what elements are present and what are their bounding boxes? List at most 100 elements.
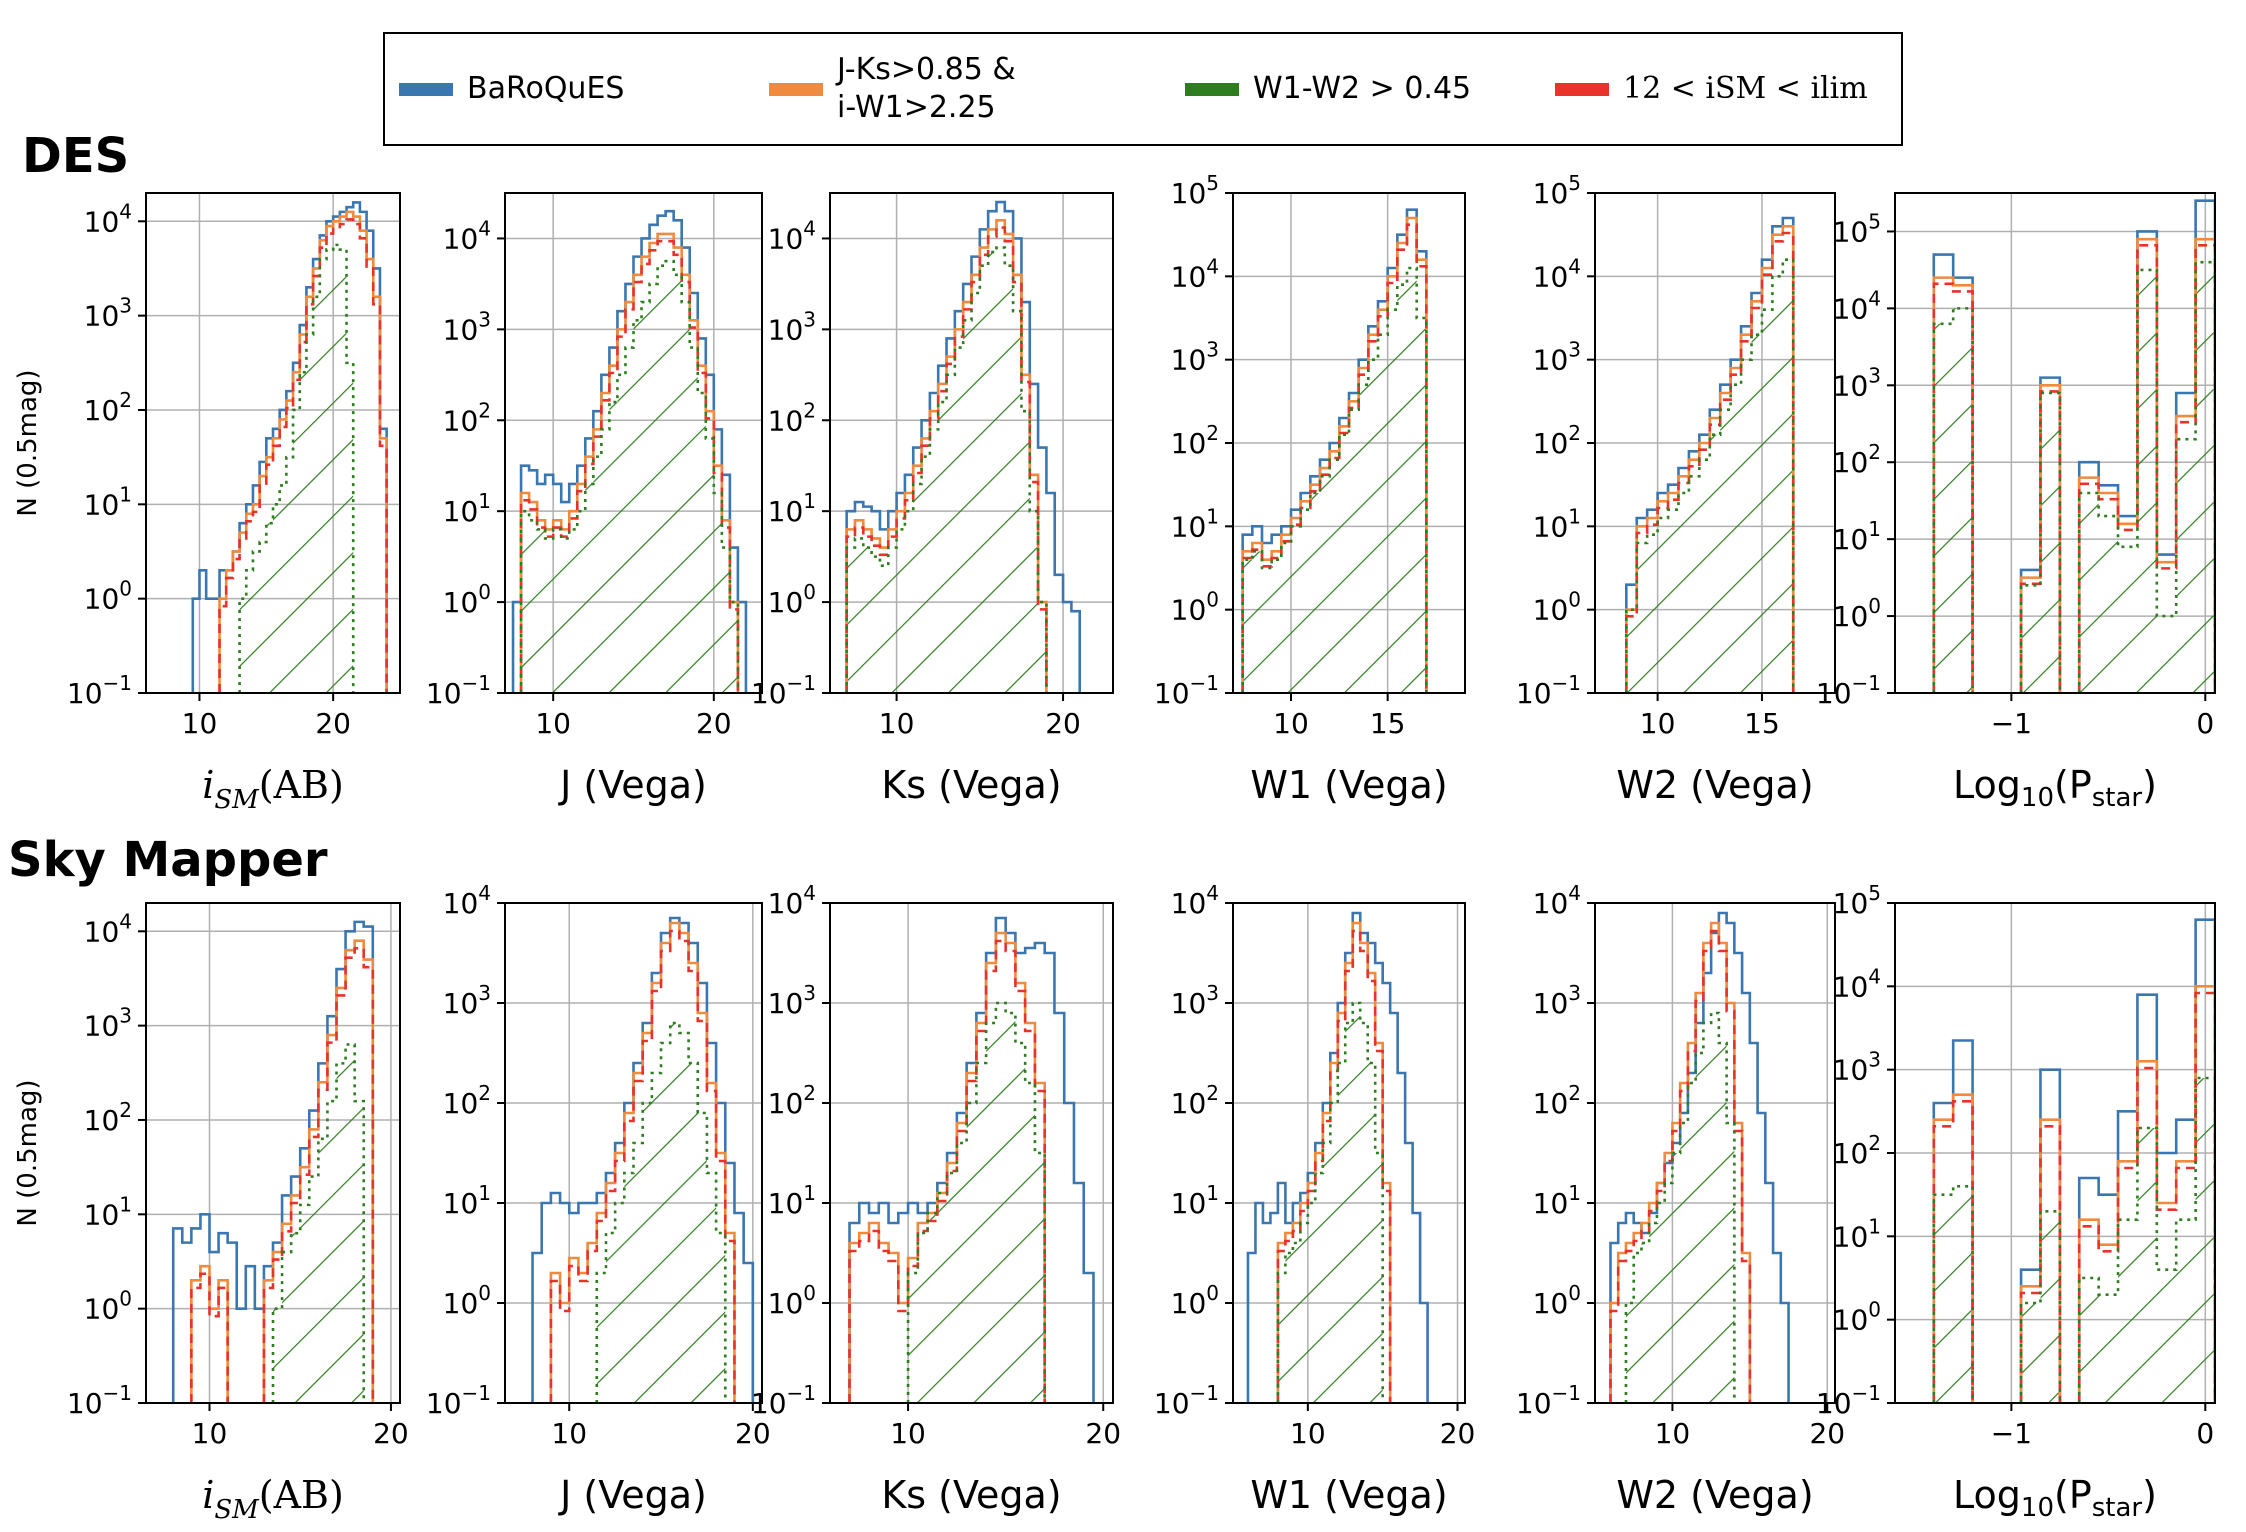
y-tick-label: 103 [443, 307, 491, 346]
x-axis-label: iSM(AB) [202, 763, 344, 815]
row-title-skymapper: Sky Mapper [8, 832, 328, 888]
y-tick-exponent: −1 [1552, 671, 1581, 695]
w1w2-step-line [595, 1021, 727, 1403]
y-tick-exponent: 1 [1568, 1181, 1581, 1205]
y-tick-exponent: 5 [1206, 171, 1219, 195]
y-tick-label: 105 [1833, 209, 1881, 248]
axes-frame [504, 192, 763, 694]
y-tick-label: 100 [443, 1281, 491, 1320]
ism-step-line [1932, 244, 2215, 693]
ism-step-line [1241, 223, 1428, 693]
y-tick-exponent: 1 [803, 1181, 816, 1205]
x-tick-label: 15 [1370, 707, 1406, 740]
w1w2-hatch-fill [273, 1044, 364, 1403]
y-tick-exponent: 4 [478, 216, 491, 240]
y-tick-label: 102 [84, 388, 132, 427]
plot-area [848, 916, 1095, 1403]
baroques-step-line [845, 200, 1082, 693]
y-tick-exponent: 0 [803, 1281, 816, 1305]
x-axis-label: W1 (Vega) [1250, 1473, 1447, 1517]
plot-area [1609, 911, 1790, 1403]
y-tick-exponent: 0 [1568, 588, 1581, 612]
y-tick-label: 10−1 [1816, 671, 1881, 710]
y-tick-exponent: −1 [462, 671, 491, 695]
y-tick-label: 100 [1533, 1281, 1581, 1320]
y-tick-exponent: 4 [1568, 254, 1581, 278]
legend: BaRoQuES J-Ks>0.85 & i-W1>2.25 W1-W2 > 0… [383, 32, 1903, 146]
y-tick-exponent: 1 [803, 489, 816, 513]
axes-frame [829, 902, 1114, 1404]
y-tick-label: 102 [768, 398, 816, 437]
y-tick-exponent: 4 [119, 199, 132, 223]
x-axis-label-paren: (P [2054, 1473, 2092, 1517]
y-tick-exponent: 1 [1868, 1214, 1881, 1238]
x-tick-label: −1 [1991, 707, 2032, 740]
legend-swatch-w1w2 [1185, 82, 1239, 96]
x-axis-label-close: ) [2142, 763, 2157, 807]
y-tick-exponent: 3 [1868, 363, 1881, 387]
x-tick-label: 20 [1045, 707, 1081, 740]
w1w2-hatch-fill [1626, 259, 1794, 693]
x-axis-label-base: 10 [2021, 783, 2054, 813]
y-tick-exponent: −1 [787, 671, 816, 695]
y-tick-exponent: −1 [1190, 1381, 1219, 1405]
x-axis-label: Log10(Pstar) [1953, 763, 2157, 813]
x-tick-label: 10 [1655, 1417, 1691, 1450]
y-tick-exponent: 1 [478, 489, 491, 513]
y-tick-label: 102 [1833, 440, 1881, 479]
w1w2-hatch-fill [1933, 262, 2215, 693]
x-axis-label: W2 (Vega) [1616, 763, 1813, 807]
x-axis-label-log: Log [1953, 763, 2021, 807]
plot-area [1932, 918, 2215, 1403]
y-tick-label: 100 [84, 577, 132, 616]
y-tick-exponent: 5 [1868, 209, 1881, 233]
x-tick-label: 20 [315, 707, 351, 740]
y-tick-exponent: 1 [1206, 504, 1219, 528]
jks-step-line [1276, 921, 1392, 1403]
y-tick-exponent: 2 [1568, 421, 1581, 445]
y-tick-label: 101 [1533, 1181, 1581, 1220]
y-tick-exponent: −1 [1852, 1381, 1881, 1405]
x-tick-label: 10 [551, 1417, 587, 1450]
x-tick-label: 0 [2196, 1417, 2214, 1450]
w1w2-step-line [1932, 1076, 2215, 1403]
y-tick-label: 101 [1171, 1181, 1219, 1220]
y-tick-label: 103 [1833, 363, 1881, 402]
y-tick-label: 10−1 [751, 671, 816, 710]
y-tick-label: 103 [84, 294, 132, 333]
y-tick-label: 101 [1833, 1214, 1881, 1253]
plot-area [171, 920, 375, 1403]
y-tick-exponent: −1 [103, 1381, 132, 1405]
y-tick-exponent: 2 [1206, 1081, 1219, 1105]
y-tick-label: 100 [1533, 588, 1581, 627]
x-axis-label-sub: SM [214, 1495, 260, 1525]
ism-step-line [848, 939, 1046, 1403]
x-tick-label: 10 [192, 1417, 228, 1450]
x-axis-label-ab: (AB) [259, 763, 344, 807]
plot-area [1932, 199, 2215, 693]
x-axis-label-paren: (P [2054, 763, 2092, 807]
x-tick-label: 15 [1744, 707, 1780, 740]
y-tick-label: 10−1 [1816, 1381, 1881, 1420]
y-tick-exponent: 1 [1206, 1181, 1219, 1205]
row-title-des: DES [22, 128, 130, 184]
y-tick-label: 100 [1171, 1281, 1219, 1320]
x-axis-label: J (Vega) [558, 763, 707, 807]
y-tick-label: 101 [1171, 504, 1219, 543]
y-tick-exponent: 3 [1568, 338, 1581, 362]
y-tick-exponent: 2 [803, 398, 816, 422]
ism-step-line [1609, 929, 1752, 1403]
w1w2-hatch-fill [846, 247, 1047, 693]
x-axis-label: W1 (Vega) [1250, 763, 1447, 807]
x-axis-label-star: star [2092, 783, 2143, 813]
ism-step-line [1276, 929, 1392, 1403]
ism-step-line [1932, 991, 2215, 1403]
y-tick-exponent: 2 [119, 388, 132, 412]
y-tick-label: 103 [1533, 981, 1581, 1020]
x-tick-label: −1 [1991, 1417, 2032, 1450]
